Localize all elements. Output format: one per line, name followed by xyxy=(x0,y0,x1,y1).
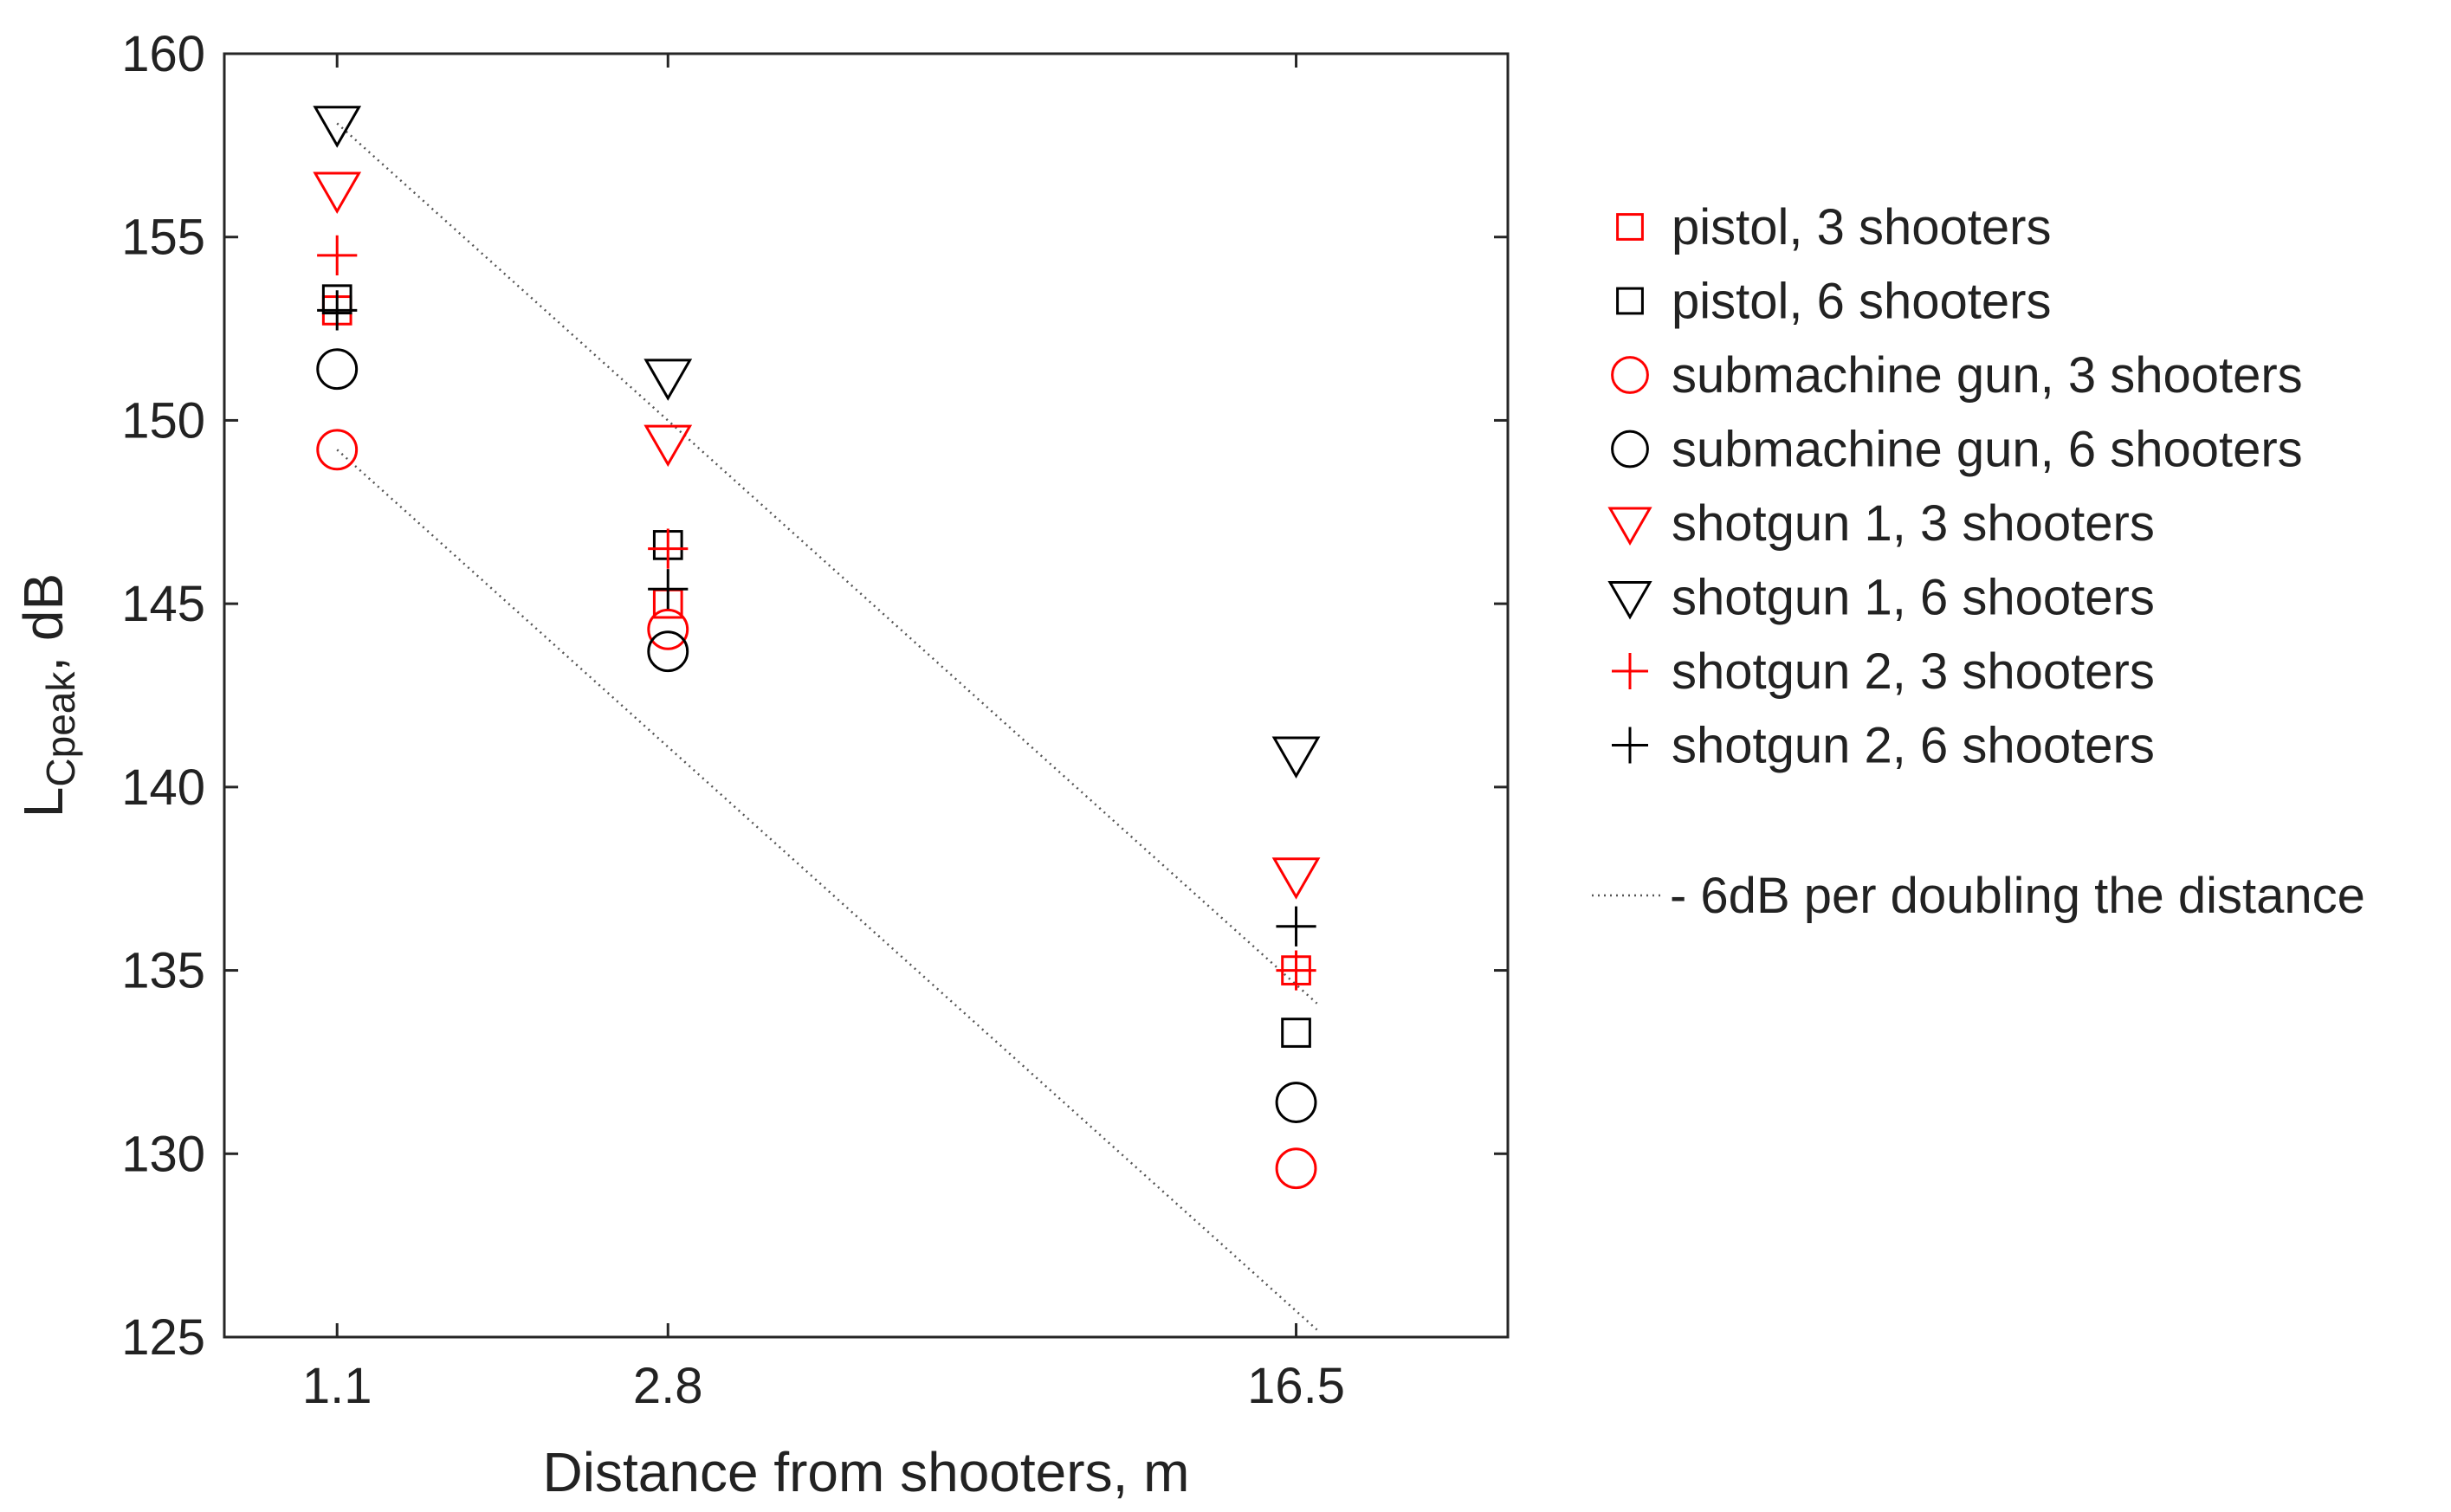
series-7 xyxy=(317,290,1316,947)
y-tick-label: 145 xyxy=(121,576,205,632)
data-point-5-1 xyxy=(643,359,693,401)
legend-marker xyxy=(1616,287,1644,315)
legend-item: submachine gun, 6 shooters xyxy=(1611,422,2303,478)
legend-label: shotgun 1, 6 shooters xyxy=(1672,570,2155,626)
legend-label: pistol, 6 shooters xyxy=(1672,274,2051,330)
series-2 xyxy=(316,429,1317,1190)
series-6 xyxy=(317,235,1316,991)
legend-item: pistol, 6 shooters xyxy=(1616,274,2051,330)
y-tick-label: 150 xyxy=(121,392,205,449)
series-1 xyxy=(321,284,1311,1048)
legend-marker xyxy=(1607,507,1652,546)
data-point-3-2 xyxy=(1275,1082,1317,1123)
legend-label: submachine gun, 3 shooters xyxy=(1672,347,2303,404)
y-tick-label: 130 xyxy=(121,1126,205,1182)
legend-marker xyxy=(1616,213,1644,241)
legend-item: shotgun 2, 3 shooters xyxy=(1612,643,2155,700)
legend-item: pistol, 3 shooters xyxy=(1616,199,2051,255)
data-point-3-1 xyxy=(647,630,689,673)
reference-line-2 xyxy=(336,449,1318,1331)
data-point-1-2 xyxy=(1281,1018,1311,1048)
legend-label: - 6dB per doubling the distance xyxy=(1670,868,2365,924)
data-point-7-0 xyxy=(317,290,358,331)
legend-item: submachine gun, 3 shooters xyxy=(1611,347,2303,404)
series-0 xyxy=(321,295,1311,985)
data-point-4-1 xyxy=(643,424,693,468)
y-tick-label: 140 xyxy=(121,759,205,816)
data-point-2-1 xyxy=(647,608,689,650)
y-tick-label: 155 xyxy=(121,210,205,266)
x-tick-label: 1.1 xyxy=(302,1358,372,1414)
legend-item: shotgun 2, 6 shooters xyxy=(1612,718,2155,774)
data-point-6-0 xyxy=(317,235,358,275)
data-point-3-0 xyxy=(316,348,359,391)
y-axis-label-suffix: , dB xyxy=(12,573,74,672)
data-point-4-2 xyxy=(1271,857,1321,900)
y-axis-label: LCpeak, dB xyxy=(12,573,83,817)
series-3 xyxy=(316,348,1317,1123)
legend-label: submachine gun, 6 shooters xyxy=(1672,422,2303,478)
series-4 xyxy=(313,171,1321,900)
plot-frame xyxy=(223,52,1510,1339)
x-axis-label: Distance from shooters, m xyxy=(543,1441,1190,1503)
x-tick-label: 16.5 xyxy=(1247,1358,1345,1414)
x-tick-label: 2.8 xyxy=(633,1358,703,1414)
data-point-7-2 xyxy=(1276,906,1316,947)
legend: pistol, 3 shooters pistol, 6 shooters subm… xyxy=(1592,199,2365,924)
legend-item: shotgun 1, 3 shooters xyxy=(1607,495,2155,552)
legend-marker xyxy=(1612,727,1648,764)
data-point-5-0 xyxy=(313,106,362,148)
y-tick-label: 160 xyxy=(121,26,205,82)
data-point-2-2 xyxy=(1275,1147,1317,1190)
y-tick-label: 135 xyxy=(121,943,205,999)
data-point-6-1 xyxy=(648,528,689,569)
legend-marker xyxy=(1611,430,1649,468)
legend-item-reference: - 6dB per doubling the distance xyxy=(1592,868,2365,924)
series-5 xyxy=(313,106,1321,779)
data-point-5-2 xyxy=(1271,736,1321,779)
legend-marker xyxy=(1612,653,1648,689)
legend-marker xyxy=(1611,356,1649,394)
legend-item: shotgun 1, 6 shooters xyxy=(1607,570,2155,626)
legend-label: shotgun 1, 3 shooters xyxy=(1672,495,2155,552)
legend-label: pistol, 3 shooters xyxy=(1672,199,2051,255)
legend-label: shotgun 2, 3 shooters xyxy=(1672,643,2155,700)
data-point-6-2 xyxy=(1276,950,1316,991)
data-point-7-1 xyxy=(648,569,689,610)
legend-label: shotgun 2, 6 shooters xyxy=(1672,718,2155,774)
data-point-4-0 xyxy=(313,171,362,214)
y-tick-label: 125 xyxy=(121,1309,205,1366)
y-axis-label-subscript: Cpeak xyxy=(38,671,83,787)
data-point-2-0 xyxy=(316,429,359,471)
reference-line-1 xyxy=(336,122,1318,1005)
y-axis-label-base: L xyxy=(12,787,74,818)
legend-marker xyxy=(1607,581,1652,620)
